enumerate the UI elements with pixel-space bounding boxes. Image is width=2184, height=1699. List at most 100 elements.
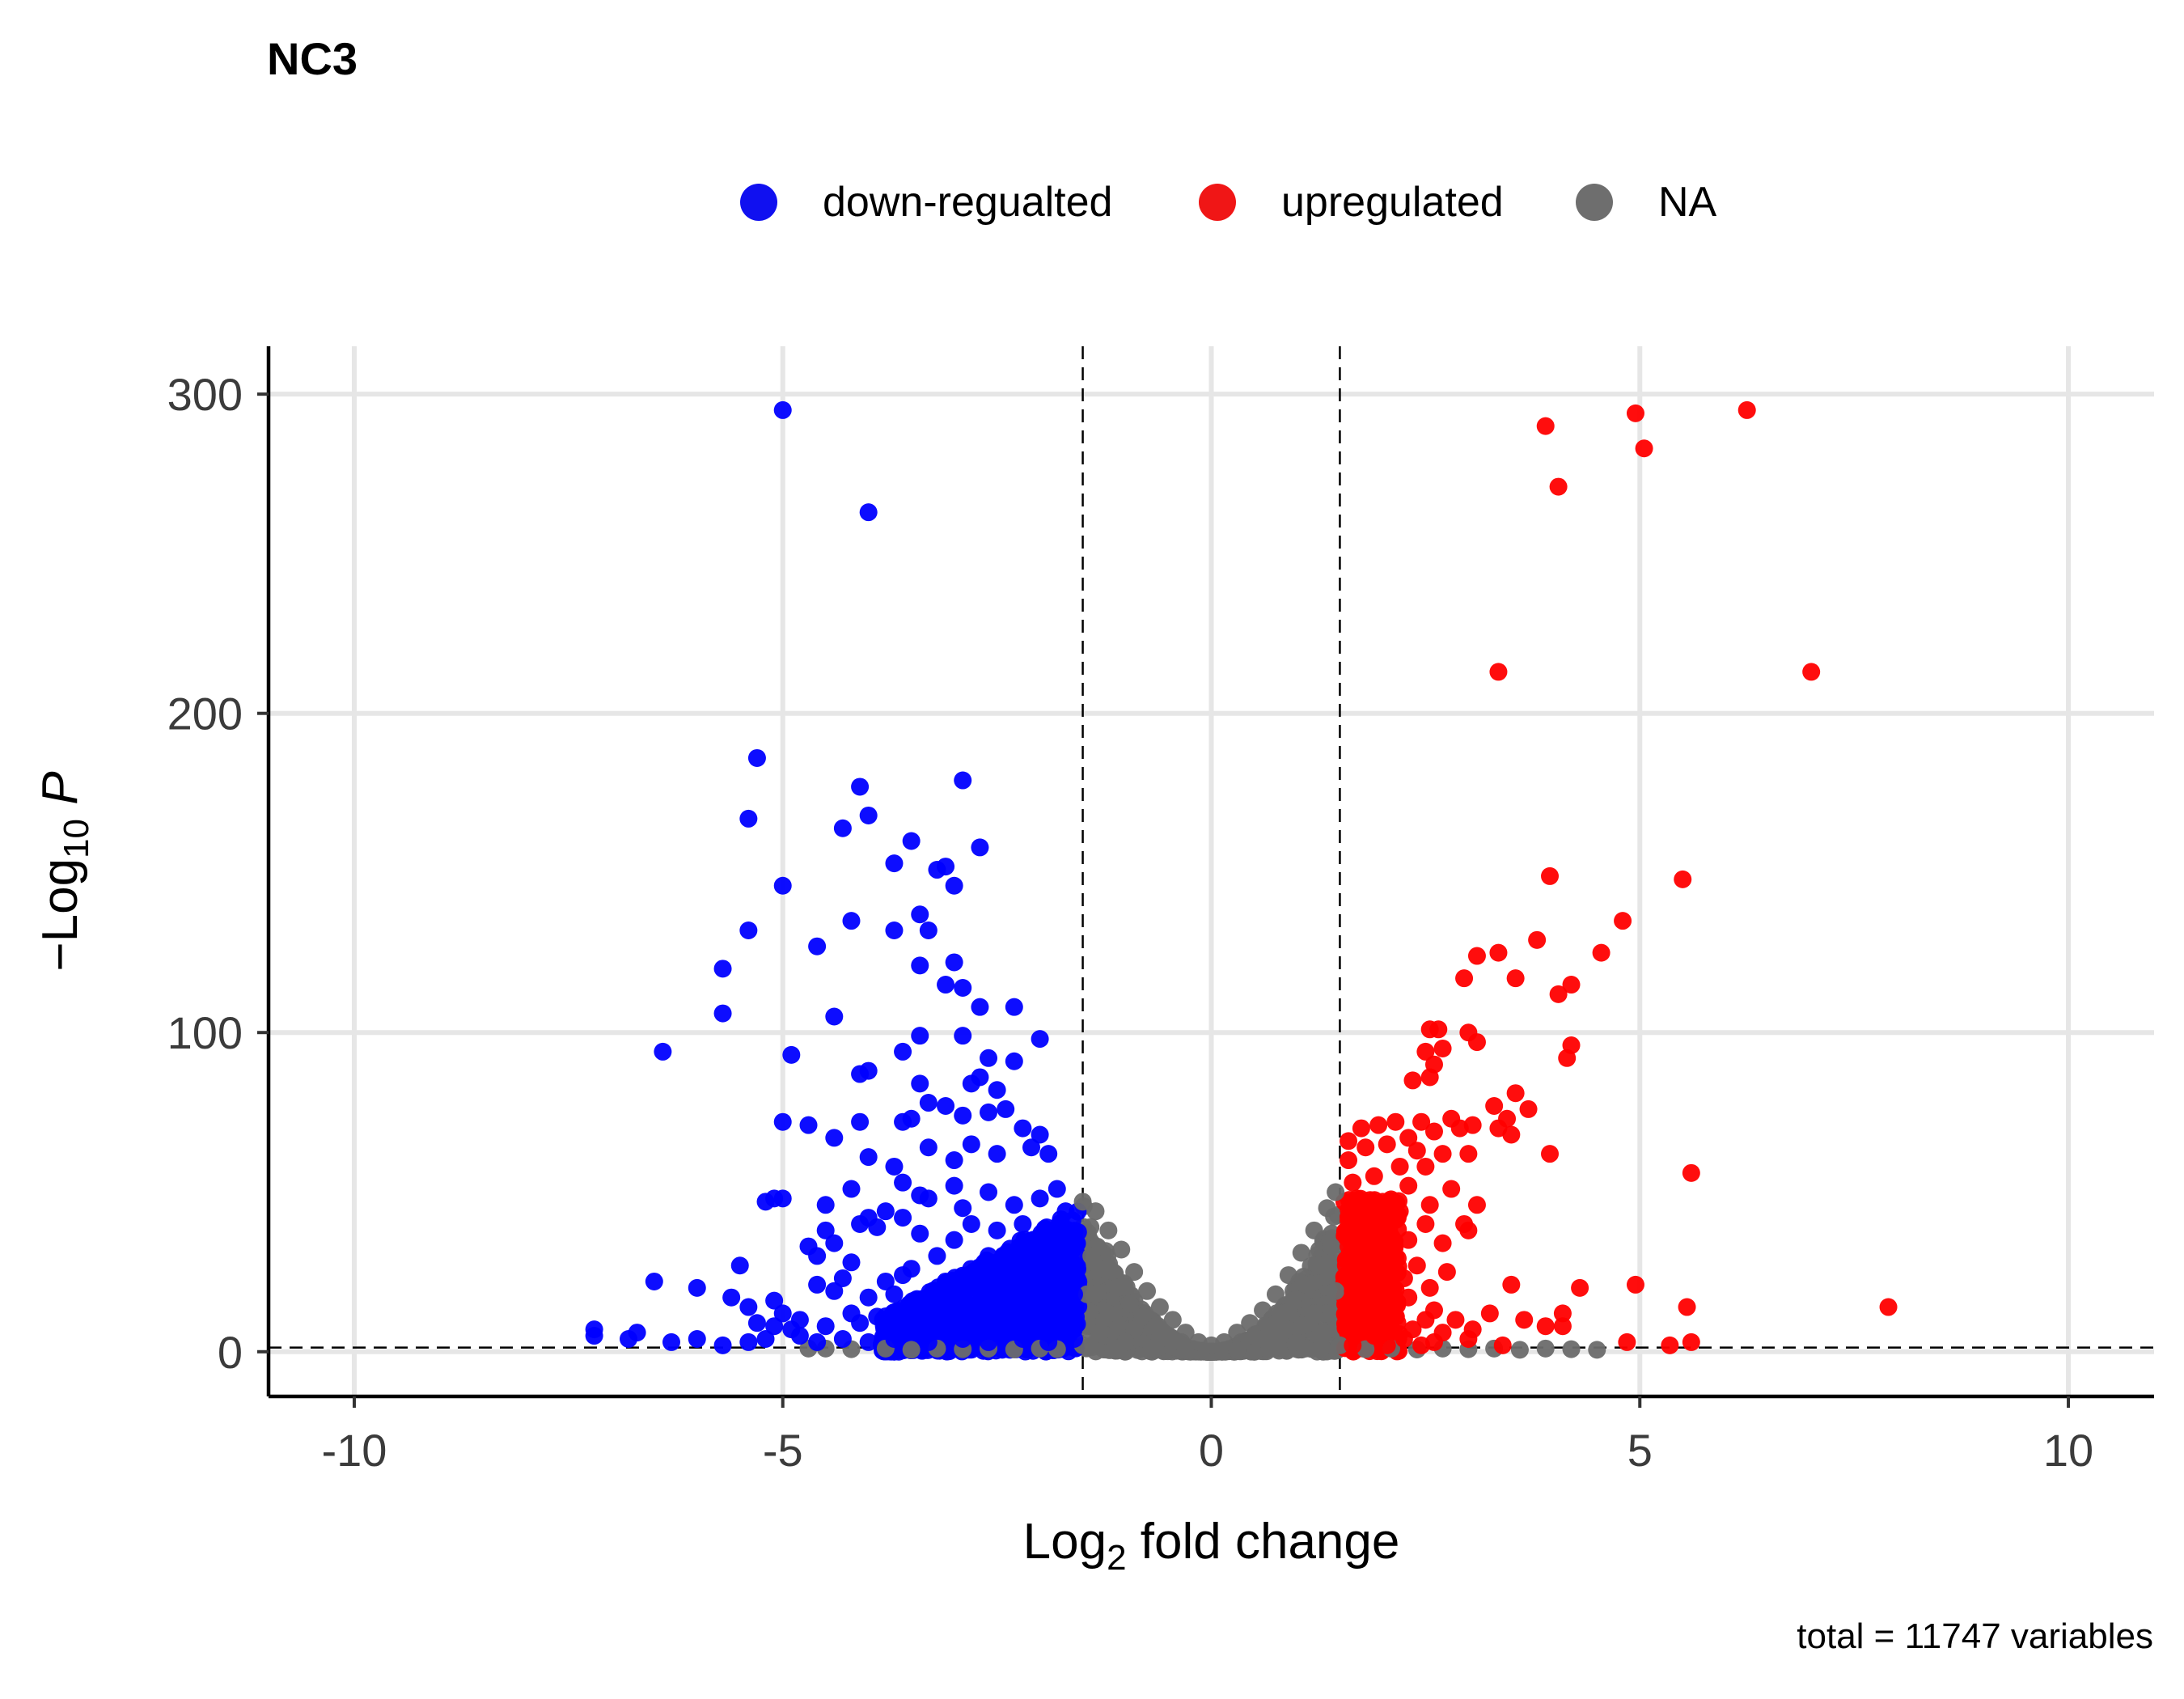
- data-point-na: [1536, 1339, 1555, 1358]
- data-point-upregulated: [1528, 930, 1547, 949]
- data-point-na: [1309, 1256, 1327, 1275]
- data-point-down-regualted: [868, 1307, 887, 1326]
- data-point-na: [1163, 1311, 1182, 1329]
- caption: total = 11747 variables: [1797, 1616, 2153, 1656]
- data-point-down-regualted: [1005, 1052, 1023, 1070]
- data-points: [585, 400, 1898, 1361]
- data-point-down-regualted: [988, 1081, 1006, 1099]
- data-point-down-regualted: [1005, 998, 1023, 1016]
- data-point-upregulated: [1515, 1311, 1534, 1329]
- legend: down-regualted upregulated NA: [0, 170, 2184, 235]
- data-point-upregulated: [1455, 969, 1474, 988]
- data-point-na: [1086, 1202, 1105, 1221]
- data-point-upregulated: [1399, 1231, 1418, 1249]
- data-point-down-regualted: [825, 1234, 844, 1252]
- data-point-na: [1073, 1193, 1092, 1211]
- data-point-upregulated: [1549, 985, 1568, 1003]
- data-point-upregulated: [1489, 663, 1508, 681]
- data-point-down-regualted: [937, 1272, 955, 1290]
- data-point-down-regualted: [790, 1327, 809, 1345]
- data-point-down-regualted: [911, 1224, 929, 1243]
- y-axis-title: −Log10 P: [32, 771, 96, 971]
- data-point-upregulated: [1348, 1260, 1366, 1278]
- data-point-down-regualted: [962, 1214, 980, 1233]
- data-point-upregulated: [1416, 1311, 1435, 1329]
- data-point-upregulated: [1344, 1173, 1362, 1192]
- data-point-upregulated: [1442, 1180, 1461, 1198]
- data-point-down-regualted: [808, 1333, 827, 1351]
- chart-title: NC3: [267, 33, 358, 84]
- data-point-down-regualted: [808, 1247, 827, 1265]
- data-point-down-regualted: [739, 809, 758, 828]
- data-point-na: [1271, 1307, 1289, 1326]
- data-point-upregulated: [1395, 1329, 1413, 1348]
- data-point-upregulated: [1365, 1253, 1383, 1272]
- data-point-upregulated: [1373, 1193, 1392, 1211]
- data-point-down-regualted: [988, 1221, 1006, 1239]
- data-point-down-regualted: [825, 1282, 844, 1300]
- data-point-upregulated: [1340, 1132, 1358, 1150]
- data-point-down-regualted: [816, 1317, 835, 1336]
- data-point-down-regualted: [859, 1148, 878, 1167]
- legend-dot-icon-down: [740, 184, 777, 221]
- data-point-down-regualted: [628, 1324, 646, 1342]
- data-point-na: [1588, 1341, 1606, 1359]
- data-point-upregulated: [1485, 1096, 1504, 1115]
- data-point-down-regualted: [730, 1256, 749, 1275]
- x-tick-label: 0: [1199, 1425, 1224, 1476]
- data-point-down-regualted: [842, 912, 861, 930]
- data-point-na: [1142, 1339, 1161, 1358]
- data-point-na: [1305, 1221, 1323, 1239]
- data-point-upregulated: [1399, 1129, 1418, 1147]
- data-point-down-regualted: [654, 1042, 672, 1061]
- data-point-na: [1297, 1275, 1315, 1294]
- data-point-down-regualted: [980, 1183, 998, 1201]
- data-point-down-regualted: [919, 1288, 938, 1307]
- data-point-down-regualted: [1039, 1227, 1058, 1246]
- data-point-na: [1312, 1337, 1331, 1355]
- data-point-down-regualted: [842, 1180, 861, 1198]
- data-point-upregulated: [1592, 943, 1610, 962]
- data-point-na: [1331, 1336, 1349, 1354]
- data-point-upregulated: [1614, 912, 1632, 930]
- data-point-down-regualted: [765, 1189, 784, 1208]
- data-point-upregulated: [1506, 1084, 1525, 1103]
- data-point-na: [1095, 1260, 1114, 1278]
- data-point-upregulated: [1369, 1275, 1388, 1294]
- data-point-upregulated: [1365, 1167, 1383, 1185]
- data-point-down: [1019, 1261, 1038, 1280]
- data-point-na: [1077, 1285, 1096, 1303]
- y-tick-label: 0: [218, 1327, 243, 1378]
- data-point-down-regualted: [894, 1042, 912, 1061]
- data-point-upregulated: [1682, 1163, 1700, 1182]
- data-point-down-regualted: [954, 1199, 972, 1218]
- data-point-down-regualted: [997, 1099, 1015, 1118]
- data-point-na: [1284, 1291, 1302, 1310]
- data-point-na: [1228, 1341, 1246, 1359]
- data-point-na: [1510, 1341, 1529, 1359]
- data-point-upregulated: [1506, 969, 1525, 988]
- data-point-down-regualted: [980, 1103, 998, 1121]
- data-point-down-regualted: [1031, 1125, 1049, 1144]
- data-point-upregulated: [1399, 1176, 1418, 1195]
- data-point-upregulated: [1541, 866, 1560, 885]
- data-point-down-regualted: [739, 1333, 758, 1351]
- data-point-down-regualted: [1056, 1266, 1075, 1285]
- data-point-upregulated: [1433, 1039, 1452, 1057]
- data-point-down-regualted: [902, 1301, 921, 1320]
- data-point-down-regualted: [962, 1074, 980, 1093]
- data-point-down-regualted: [937, 1317, 955, 1336]
- legend-item-na: NA: [1576, 170, 1716, 235]
- data-point-upregulated: [1737, 400, 1756, 419]
- data-point-upregulated: [1626, 404, 1644, 422]
- data-point-down-regualted: [1039, 1145, 1058, 1163]
- data-point-upregulated: [1395, 1269, 1413, 1288]
- data-point-upregulated: [1446, 1311, 1465, 1329]
- data-point-down-regualted: [945, 1304, 963, 1323]
- data-point-down-regualted: [911, 1074, 929, 1093]
- y-tick-label: 100: [167, 1007, 243, 1058]
- data-point-down-regualted: [773, 400, 792, 419]
- data-point-upregulated: [1357, 1138, 1375, 1157]
- data-point-down-regualted: [919, 1138, 938, 1157]
- data-point-down-regualted: [773, 1112, 792, 1131]
